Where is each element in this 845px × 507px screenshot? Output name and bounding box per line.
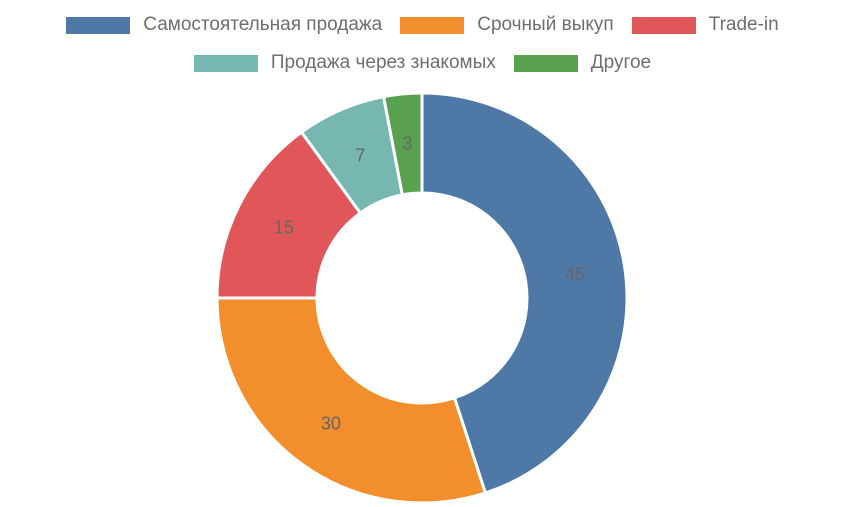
legend-item-trade-in[interactable]: Trade-in (631, 14, 779, 36)
legend-swatch (193, 54, 258, 72)
legend-label: Продажа через знакомых (270, 52, 496, 73)
legend-item-other[interactable]: Другое (513, 52, 652, 74)
donut-slice[interactable] (215, 296, 488, 505)
legend-item-urgent-buyout[interactable]: Срочный выкуп (400, 14, 614, 36)
legend-label: Самостоятельная продажа (143, 14, 383, 35)
legend-label: Trade-in (708, 14, 779, 35)
legend-swatch (631, 16, 696, 34)
legend-swatch (400, 16, 465, 34)
legend-item-self-sale[interactable]: Самостоятельная продажа (66, 14, 382, 36)
donut-slice[interactable] (215, 130, 363, 300)
legend-row-1: Самостоятельная продажа Срочный выкуп Tr… (0, 14, 845, 36)
slice-value-label: 30 (321, 413, 341, 433)
slice-value-label: 7 (355, 146, 365, 166)
donut-slice[interactable] (420, 91, 629, 495)
legend-swatch (513, 54, 578, 72)
slice-value-label: 45 (565, 264, 585, 284)
legend-label: Другое (590, 52, 652, 73)
slice-value-label: 3 (402, 134, 412, 154)
legend-label: Срочный выкуп (477, 14, 614, 35)
slice-value-label: 15 (274, 218, 294, 238)
legend-swatch (66, 16, 131, 34)
legend-item-acquaintances[interactable]: Продажа через знакомых (193, 52, 496, 74)
legend-row-2: Продажа через знакомых Другое (0, 52, 845, 74)
donut-slice[interactable] (381, 91, 424, 197)
